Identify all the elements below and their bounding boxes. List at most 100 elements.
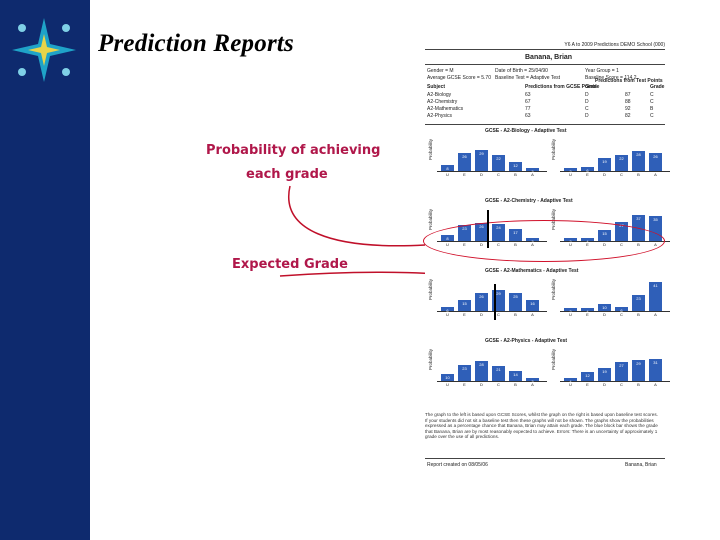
x-axis — [560, 381, 670, 382]
bar-value-label: 12 — [585, 373, 590, 379]
table-cell: D — [585, 99, 589, 105]
table-cell: D — [585, 92, 589, 98]
bar-value-label: 28 — [636, 152, 641, 158]
x-tick-label: U — [569, 312, 572, 317]
star-logo-icon — [12, 18, 76, 82]
chart-bar: 21 — [492, 366, 505, 381]
bar-value-label: 31 — [653, 359, 658, 365]
bar-value-label: 23 — [636, 295, 641, 301]
probability-chart-right: Probability 2 U 4 E 10 D 6 C 23 B 41 A — [551, 278, 670, 318]
bar-value-label: 25 — [513, 294, 518, 300]
y-axis-label: Probability — [551, 348, 556, 370]
field-baseline-score: Baseline Score = 114.2 — [585, 75, 637, 81]
x-tick-label: A — [654, 172, 657, 177]
x-tick-label: D — [603, 312, 606, 317]
export-date: Report created on 08/05/06 — [427, 462, 488, 468]
x-tick-label: C — [497, 312, 500, 317]
table-cell: C — [650, 99, 654, 105]
x-axis — [437, 381, 547, 382]
table-cell: 67 — [525, 99, 531, 105]
chart-bar: 3 — [526, 378, 539, 384]
table-cell: 63 — [525, 92, 531, 98]
bar-value-label: 16 — [530, 300, 535, 306]
bar-value-label: 19 — [602, 158, 607, 164]
chart-bar: 29 — [475, 150, 488, 171]
x-tick-label: B — [637, 312, 640, 317]
field-avg-gcse: Average GCSE Score = 5.70 — [427, 75, 491, 81]
chart-bar: 6 — [615, 306, 628, 313]
field-gender: Gender = M — [427, 68, 454, 74]
chart-bar: 6 — [441, 306, 454, 313]
table-cell: 92 — [625, 106, 631, 112]
expected-grade-marker — [487, 210, 489, 248]
y-axis-label: Probability — [551, 278, 556, 300]
bar-value-label: 27 — [619, 362, 624, 368]
chart-bar: 27 — [615, 361, 628, 381]
x-tick-label: E — [586, 382, 589, 387]
bar-value-label: 23 — [462, 365, 467, 371]
chart-bar: 31 — [649, 358, 662, 381]
x-tick-label: U — [569, 172, 572, 177]
chart-bar: 26 — [475, 292, 488, 311]
bar-value-label: 6 — [620, 307, 623, 313]
x-tick-label: B — [514, 382, 517, 387]
export-name: Banana, Brian — [625, 462, 657, 468]
student-name: Banana, Brian — [525, 54, 573, 61]
chart-bar: 19 — [598, 367, 611, 381]
chart-bar: 19 — [598, 157, 611, 171]
probability-label-line2: each grade — [246, 167, 328, 182]
chart-bar: 26 — [649, 152, 662, 171]
probability-chart-left: Probability 10 U 23 E 28 D 21 C 14 B 3 A — [428, 348, 547, 388]
chart-bar: 4 — [564, 378, 577, 384]
bar-value-label: 8 — [446, 166, 449, 172]
highlight-ring — [423, 220, 665, 262]
bar-value-label: 22 — [619, 156, 624, 162]
table-cell: 63 — [525, 113, 531, 119]
table-cell: A2-Physics — [427, 113, 453, 119]
probability-chart-right: Probability 2 U 6 E 19 D 22 C 28 B 26 A — [551, 138, 670, 178]
chart-title: GCSE - A2-Chemistry - Adaptive Test — [485, 198, 573, 204]
x-tick-label: E — [463, 382, 466, 387]
bar-value-label: 28 — [479, 362, 484, 368]
x-tick-label: B — [514, 312, 517, 317]
bar-value-label: 29 — [479, 151, 484, 157]
bar-value-label: 22 — [496, 156, 501, 162]
x-tick-label: B — [637, 382, 640, 387]
chart-bar: 15 — [458, 300, 471, 311]
bar-value-label: 10 — [445, 374, 450, 380]
table-cell: 88 — [625, 99, 631, 105]
x-tick-label: E — [463, 172, 466, 177]
table-cell: C — [650, 92, 654, 98]
field-year: Year Group = 1 — [585, 68, 619, 74]
chart-bar: 23 — [632, 294, 645, 311]
table-header-subject: Subject — [427, 84, 446, 90]
chart-bar: 6 — [581, 166, 594, 173]
report-footer: The graph to the left is based upon GCSE… — [425, 412, 658, 440]
chart-bar: 41 — [649, 281, 662, 311]
chart-bar: 12 — [581, 372, 594, 381]
x-axis — [560, 311, 670, 312]
table-cell: 77 — [525, 106, 531, 112]
bar-value-label: 12 — [513, 163, 518, 169]
chart-title: GCSE - A2-Mathematics - Adaptive Test — [485, 268, 579, 274]
chart-bar: 23 — [458, 364, 471, 381]
sidebar — [0, 0, 90, 540]
chart-bar: 28 — [475, 361, 488, 381]
bar-value-label: 2 — [569, 169, 572, 174]
field-dob: Date of Birth = 25/04/90 — [495, 68, 548, 74]
chart-bar: 26 — [458, 152, 471, 171]
table-header-grade2: Grade — [650, 84, 665, 90]
table-header-gcse: Predictions from GCSE Points — [525, 84, 597, 90]
x-tick-label: C — [620, 172, 623, 177]
chart-bar: 3 — [526, 168, 539, 174]
bar-value-label: 3 — [531, 169, 534, 174]
x-axis — [437, 171, 547, 172]
chart-bar: 28 — [632, 151, 645, 171]
expected-grade-label: Expected Grade — [232, 257, 348, 272]
x-tick-label: E — [586, 172, 589, 177]
field-baseline-test: Baseline Test = Adaptive Test — [495, 75, 560, 81]
x-tick-label: C — [620, 312, 623, 317]
x-tick-label: U — [446, 172, 449, 177]
y-axis-label: Probability — [551, 138, 556, 160]
x-tick-label: D — [603, 172, 606, 177]
